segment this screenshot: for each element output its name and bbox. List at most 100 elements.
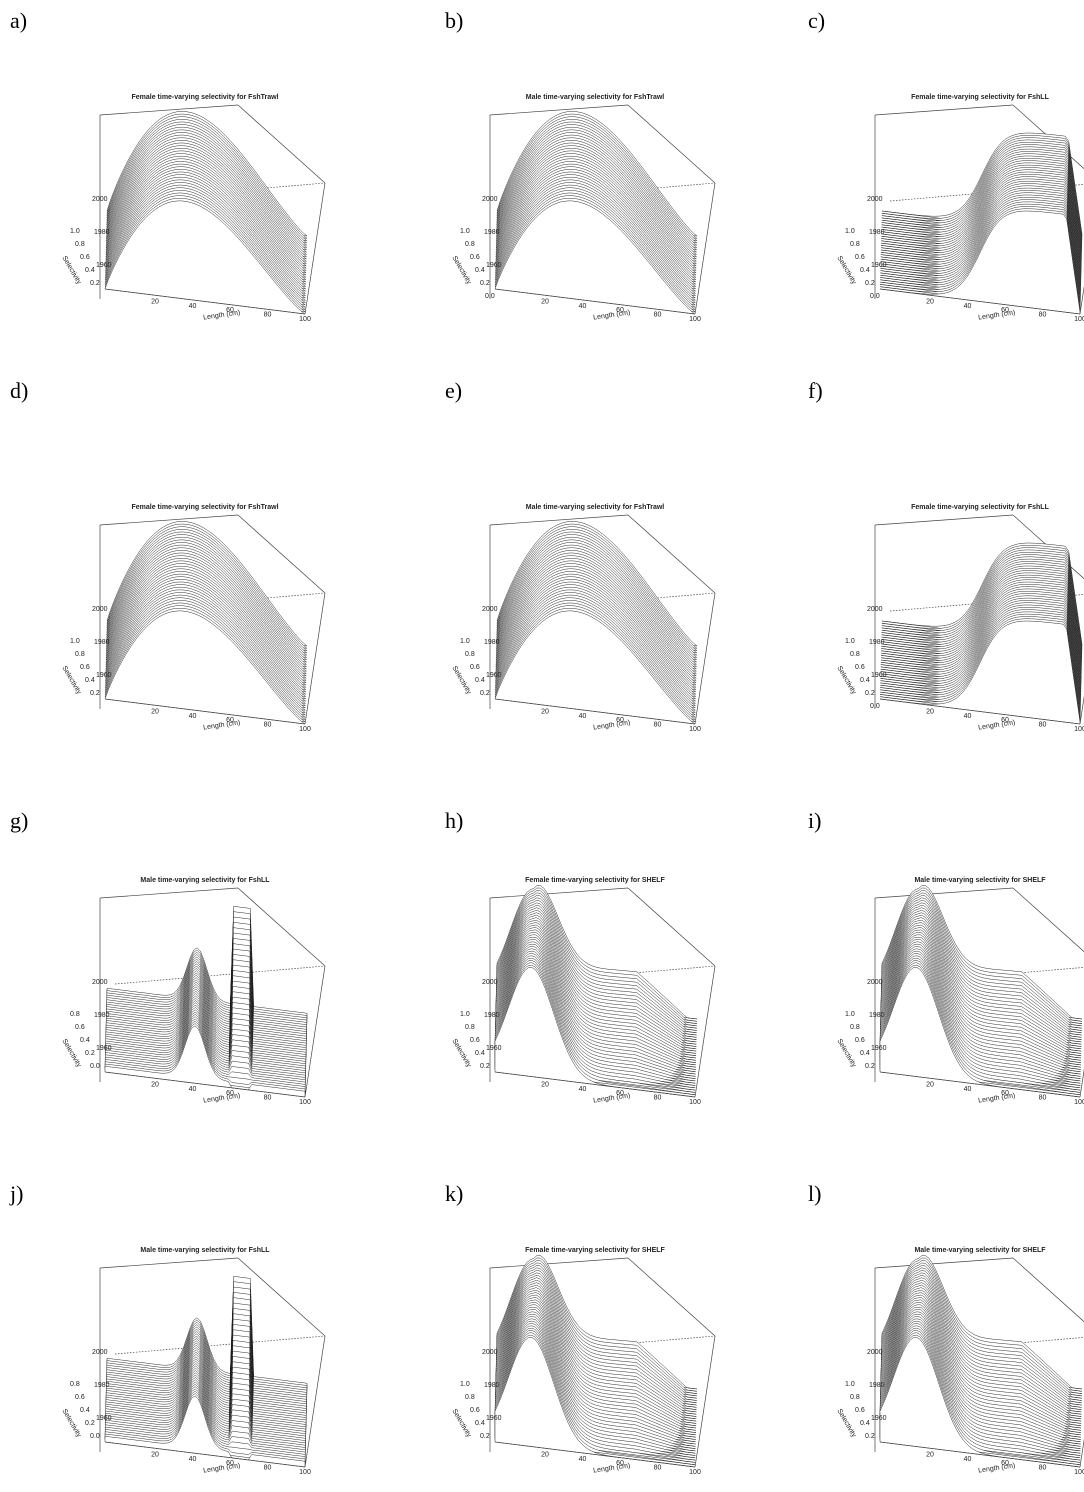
panel-plot: Female time-varying selectivity for FshT… — [60, 504, 326, 733]
panel-plot: Male time-varying selectivity for FshLL 2… — [60, 1247, 326, 1476]
selectivity-tick-label: 0.4 — [860, 267, 870, 274]
year-tick-label: 1980 — [869, 1012, 885, 1019]
selectivity-tick-label: 0.4 — [80, 1407, 90, 1414]
length-tick-label: 80 — [654, 722, 662, 729]
year-tick-label: 2000 — [482, 1349, 498, 1356]
box-edge — [304, 965, 326, 1098]
selectivity-tick-label: 0.0 — [90, 1063, 100, 1070]
year-tick-label: 2000 — [482, 979, 498, 986]
box-edge — [494, 1441, 696, 1468]
selectivity-tick-label: 0.2 — [865, 1433, 875, 1440]
surface-slice — [106, 932, 307, 1031]
box-edge — [304, 1335, 326, 1468]
panel-plot: Female time-varying selectivity for FshL… — [835, 94, 1084, 323]
year-tick-label: 1980 — [869, 1382, 885, 1389]
selectivity-tick-label: 1.0 — [845, 1011, 855, 1018]
length-tick-label: 60 — [1001, 1460, 1009, 1467]
box-edge — [627, 514, 716, 594]
panel-label: b) — [445, 8, 464, 33]
length-tick-label: 80 — [654, 1095, 662, 1102]
length-tick-label: 80 — [654, 312, 662, 319]
selectivity-tick-label: 0.4 — [475, 1050, 485, 1057]
box-edge — [489, 104, 629, 116]
length-tick-label: 100 — [299, 316, 311, 323]
box-edge — [694, 592, 716, 725]
surface-slice — [106, 1302, 307, 1401]
selectivity-tick-label: 0.4 — [475, 677, 485, 684]
length-tick-label: 60 — [616, 307, 624, 314]
selectivity-tick-label: 1.0 — [845, 1381, 855, 1388]
selectivity-tick-label: 0.2 — [85, 1050, 95, 1057]
surface-slice — [494, 200, 696, 315]
year-tick-label: 1980 — [484, 639, 500, 646]
box-edge — [114, 965, 326, 985]
selectivity-tick-label: 0.6 — [75, 1394, 85, 1401]
length-tick-label: 20 — [151, 298, 159, 305]
length-tick-label: 60 — [616, 717, 624, 724]
selectivity-tick-label: 0.6 — [470, 664, 480, 671]
year-tick-label: 1960 — [871, 262, 887, 269]
length-tick-label: 40 — [579, 1086, 587, 1093]
selectivity-tick-label: 1.0 — [460, 1381, 470, 1388]
panel-label: i) — [808, 808, 822, 833]
year-tick-label: 1980 — [869, 639, 885, 646]
length-tick-label: 40 — [189, 713, 197, 720]
box-edge — [874, 1257, 1014, 1269]
selectivity-tick-label: 0.6 — [470, 254, 480, 261]
selectivity-tick-label: 0.8 — [70, 1011, 80, 1018]
length-tick-label: 40 — [964, 303, 972, 310]
length-tick-label: 100 — [1074, 316, 1084, 323]
selectivity-tick-label: 0.2 — [90, 690, 100, 697]
length-tick-label: 80 — [1039, 1095, 1047, 1102]
selectivity-tick-label: 0.8 — [850, 651, 860, 658]
year-tick-label: 1960 — [96, 1415, 112, 1422]
year-tick-label: 1960 — [871, 672, 887, 679]
panel-label: e) — [445, 378, 463, 403]
box-edge — [104, 698, 306, 725]
year-tick-label: 2000 — [92, 1349, 108, 1356]
box-edge — [104, 1071, 306, 1098]
year-tick-label: 1980 — [94, 1012, 110, 1019]
x-axis-label: Length (cm) — [593, 1092, 631, 1104]
box-edge — [1079, 285, 1084, 315]
box-edge — [879, 288, 1081, 315]
length-tick-label: 40 — [964, 713, 972, 720]
selectivity-tick-label: 0.8 — [850, 241, 860, 248]
surface-slice — [104, 200, 306, 315]
box-edge — [1079, 1068, 1084, 1098]
year-tick-label: 2000 — [92, 196, 108, 203]
box-edge — [114, 1335, 326, 1355]
length-tick-label: 20 — [541, 1451, 549, 1458]
length-tick-label: 60 — [616, 1460, 624, 1467]
panel-plot: Male time-varying selectivity for FshTra… — [450, 504, 716, 733]
box-edge — [879, 698, 1081, 725]
box-edge — [99, 1257, 239, 1269]
selectivity-tick-label: 1.0 — [70, 228, 80, 235]
selectivity-tick-label: 0.2 — [85, 1420, 95, 1427]
box-edge — [627, 887, 716, 967]
selectivity-tick-label: 0.0 — [870, 703, 880, 710]
selectivity-tick-label: 0.8 — [850, 1394, 860, 1401]
selectivity-tick-label: 1.0 — [460, 1011, 470, 1018]
length-tick-label: 60 — [226, 307, 234, 314]
panel-plot: Female time-varying selectivity for SHEL… — [450, 1247, 716, 1476]
year-tick-label: 1960 — [96, 262, 112, 269]
x-axis-label: Length (cm) — [203, 309, 241, 321]
year-tick-label: 1980 — [484, 229, 500, 236]
panel-plot: Male time-varying selectivity for FshTra… — [450, 94, 716, 323]
selectivity-tick-label: 0.4 — [475, 1420, 485, 1427]
selectivity-tick-label: 0.8 — [465, 1024, 475, 1031]
box-edge — [489, 1257, 629, 1269]
year-tick-label: 1960 — [486, 672, 502, 679]
box-edge — [1012, 1257, 1084, 1323]
selectivity-tick-label: 0.6 — [470, 1407, 480, 1414]
box-edge — [494, 1071, 696, 1098]
panel-title: Male time-varying selectivity for SHELF — [914, 1247, 1046, 1254]
length-tick-label: 60 — [1001, 717, 1009, 724]
length-tick-label: 40 — [964, 1456, 972, 1463]
selectivity-tick-label: 0.8 — [465, 651, 475, 658]
length-tick-label: 100 — [1074, 726, 1084, 733]
length-tick-label: 80 — [264, 722, 272, 729]
year-tick-label: 2000 — [482, 606, 498, 613]
length-tick-label: 20 — [541, 708, 549, 715]
